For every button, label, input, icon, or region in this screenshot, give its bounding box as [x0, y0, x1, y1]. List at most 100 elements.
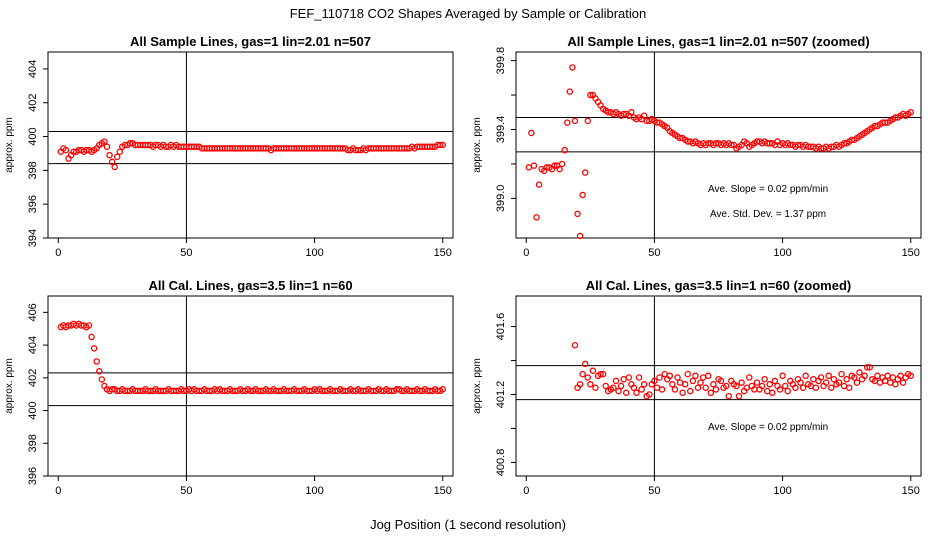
- data-point: [825, 372, 832, 380]
- data-point: [781, 382, 789, 390]
- data-point: [671, 386, 679, 393]
- data-point: [628, 109, 635, 116]
- data-point: [528, 129, 535, 137]
- data-point: [581, 360, 589, 368]
- figure-xlabel: Jog Position (1 second resolution): [370, 517, 566, 532]
- y-tick-label: 404: [27, 60, 39, 78]
- data-point: [88, 333, 95, 341]
- data-point: [710, 381, 717, 388]
- plot-frame: [515, 295, 922, 477]
- y-tick-label: 396: [27, 467, 39, 485]
- data-point: [98, 376, 106, 383]
- data-point: [576, 232, 584, 240]
- y-tick-label: 401.2: [495, 381, 507, 409]
- data-point: [874, 372, 881, 380]
- panel-title: All Cal. Lines, gas=3.5 lin=1 n=60: [148, 278, 352, 293]
- y-tick-label: 394: [27, 229, 39, 247]
- y-tick-label: 404: [27, 336, 39, 354]
- data-point: [62, 146, 70, 154]
- panel-3: All Cal. Lines, gas=3.5 lin=1 n=60 0 50 100…: [4, 278, 454, 497]
- data-point: [656, 374, 663, 381]
- y-tick-label: 406: [27, 303, 39, 321]
- data-point: [776, 386, 784, 393]
- data-point: [564, 119, 571, 126]
- data-point: [779, 372, 786, 380]
- data-point: [581, 169, 589, 176]
- panels: All Sample Lines, gas=1 lin=2.01 n=507 0 5…: [4, 34, 922, 497]
- data-point: [802, 372, 809, 380]
- data-point: [840, 382, 848, 390]
- data-point: [845, 384, 853, 391]
- panel-title: All Sample Lines, gas=1 lin=2.01 n=507: [130, 34, 371, 49]
- data-point: [90, 345, 98, 352]
- data-point: [630, 384, 638, 391]
- data-point: [599, 370, 607, 378]
- data-point: [853, 379, 861, 386]
- y-tick-label: 400: [27, 401, 39, 419]
- x-tick-label: 150: [902, 247, 920, 259]
- data-point: [771, 377, 779, 385]
- data-point: [587, 381, 594, 388]
- data-point: [658, 386, 666, 393]
- data-point: [792, 384, 799, 391]
- data-point: [763, 387, 771, 395]
- x-tick-label: 150: [434, 485, 452, 497]
- data-point: [93, 358, 100, 365]
- data-point: [799, 384, 807, 391]
- data-point: [725, 392, 733, 400]
- data-point: [769, 389, 776, 397]
- data-point: [810, 375, 817, 383]
- plot-frame: [47, 51, 454, 239]
- data-point: [525, 164, 533, 171]
- data-point: [535, 181, 543, 188]
- data-point: [530, 162, 538, 169]
- y-tick-label: 399.8: [495, 47, 507, 75]
- data-point: [830, 375, 838, 383]
- data-point: [106, 151, 113, 159]
- data-point: [113, 153, 121, 161]
- data-point: [566, 88, 574, 95]
- data-point: [797, 379, 804, 386]
- data-point: [558, 160, 566, 168]
- data-point: [610, 384, 617, 391]
- data-point: [592, 384, 599, 391]
- data-point: [576, 381, 584, 388]
- x-tick-label: 0: [523, 247, 529, 259]
- x-tick-label: 50: [648, 247, 660, 259]
- data-point: [669, 381, 676, 388]
- panel-1: All Sample Lines, gas=1 lin=2.01 n=507 0 5…: [4, 34, 454, 259]
- data-point: [843, 375, 850, 383]
- data-point: [697, 379, 704, 386]
- y-axis-label: approx. ppm: [472, 358, 483, 414]
- data-point: [907, 109, 914, 116]
- data-point: [612, 377, 620, 385]
- data-point: [687, 387, 694, 395]
- x-tick-label: 100: [773, 247, 791, 259]
- data-point: [889, 374, 897, 381]
- annotation-text: Ave. Slope = 0.02 ppm/min: [708, 184, 828, 195]
- data-point: [822, 379, 830, 386]
- data-point: [753, 379, 761, 386]
- annotation-text: Ave. Slope = 0.02 ppm/min: [708, 422, 828, 433]
- data-point: [817, 374, 825, 381]
- y-tick-label: 398: [27, 161, 39, 179]
- data-point: [707, 389, 715, 397]
- data-point: [851, 374, 858, 381]
- y-tick-label: 402: [27, 94, 39, 112]
- data-point: [728, 141, 735, 149]
- y-tick-label: 396: [27, 195, 39, 213]
- data-point: [439, 141, 446, 149]
- data-point: [666, 372, 674, 380]
- x-tick-label: 150: [902, 485, 920, 497]
- panel-title: All Sample Lines, gas=1 lin=2.01 n=507 (…: [567, 34, 869, 49]
- panel-4: All Cal. Lines, gas=3.5 lin=1 n=60 (zoom…: [472, 278, 922, 497]
- data-point: [738, 379, 745, 386]
- data-point: [584, 374, 592, 381]
- data-point: [674, 374, 681, 381]
- data-point: [722, 382, 730, 390]
- data-point: [597, 370, 604, 378]
- data-point: [699, 374, 707, 381]
- y-axis-label: approx. ppm: [4, 117, 15, 173]
- data-point: [702, 384, 709, 391]
